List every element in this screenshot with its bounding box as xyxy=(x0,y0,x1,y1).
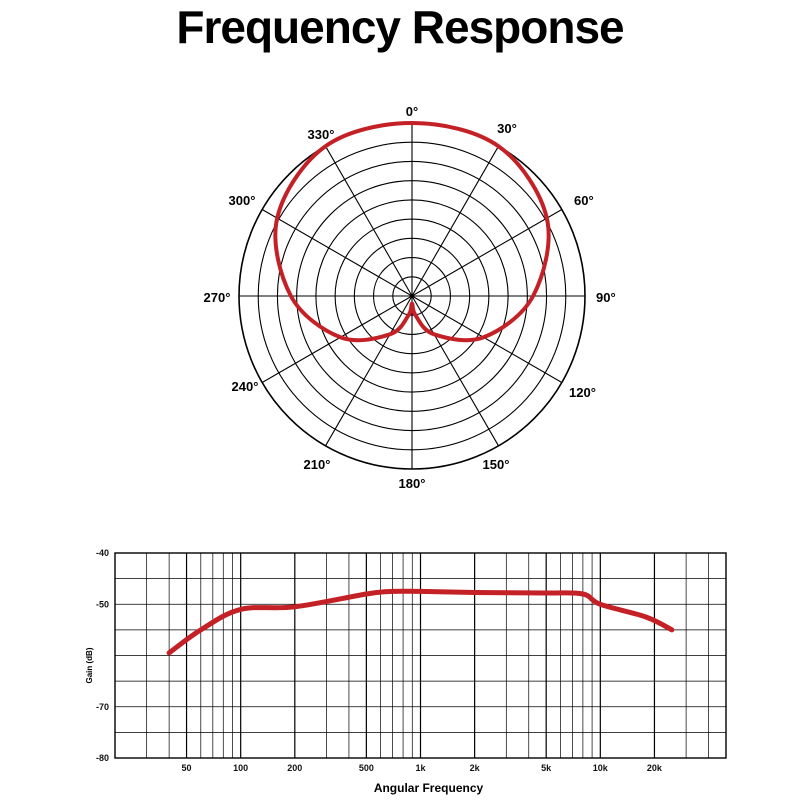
freq-x-axis-label: Angular Frequency xyxy=(374,781,484,795)
frequency-response-point xyxy=(294,606,296,608)
polar-angle-label: 330° xyxy=(308,127,335,142)
freq-x-tick-label: 5k xyxy=(541,763,552,773)
frequency-response-point xyxy=(168,652,170,654)
frequency-response-point xyxy=(365,593,367,595)
frequency-response-point xyxy=(392,590,394,592)
polar-angle-label: 90° xyxy=(596,290,616,305)
frequency-chart: 50 100 200 500 1k 2k 5k 10k 20k -40 -50 -70 -80 Angul… xyxy=(85,548,727,795)
polar-angle-label: 30° xyxy=(497,121,517,136)
freq-y-tick-label: -80 xyxy=(96,753,109,763)
frequency-response-point xyxy=(240,608,242,610)
polar-spoke-210 xyxy=(325,295,413,447)
polar-spoke-150 xyxy=(411,295,499,447)
polar-spoke-60 xyxy=(411,209,563,297)
frequency-response-point xyxy=(582,593,584,595)
frequency-response-point xyxy=(671,629,673,631)
page-title: Frequency Response xyxy=(176,1,624,53)
frequency-response-point xyxy=(420,590,421,592)
freq-x-tick-label: 10k xyxy=(593,763,609,773)
frequency-response-point xyxy=(474,591,476,593)
polar-spoke-300 xyxy=(261,209,413,297)
freq-y-axis-label: Gain (dB) xyxy=(85,647,94,683)
polar-spoke-30 xyxy=(411,145,499,297)
polar-angle-label: 120° xyxy=(569,385,596,400)
frequency-response-point xyxy=(545,592,547,594)
freq-y-tick-label: -70 xyxy=(96,702,109,712)
freq-x-tick-label: 500 xyxy=(359,763,374,773)
polar-angle-label: 180° xyxy=(399,476,426,491)
polar-angle-label: 210° xyxy=(304,457,331,472)
freq-x-tick-label: 1k xyxy=(415,763,426,773)
polar-angle-label: 150° xyxy=(483,457,510,472)
polar-pattern-curve xyxy=(273,121,551,343)
frequency-response-point xyxy=(599,603,601,605)
freq-x-tick-label: 20k xyxy=(647,763,663,773)
frequency-response-point xyxy=(645,616,647,618)
freq-x-tick-label: 2k xyxy=(470,763,481,773)
freq-x-tick-label: 100 xyxy=(233,763,248,773)
freq-y-tick-label: -50 xyxy=(96,599,109,609)
polar-angle-label: 60° xyxy=(574,193,594,208)
polar-spoke-120 xyxy=(411,295,563,383)
polar-spoke-330 xyxy=(325,145,413,297)
frequency-response-point xyxy=(200,629,202,631)
polar-chart: 0° 30° 60° 90° 120° 150° 180° 210° 240° 270° 300° 3… xyxy=(204,104,616,491)
polar-spoke-240 xyxy=(261,295,413,383)
polar-angle-label: 300° xyxy=(229,193,256,208)
polar-angle-label: 0° xyxy=(406,104,418,119)
freq-x-tick-label: 200 xyxy=(287,763,302,773)
freq-x-tick-label: 50 xyxy=(182,763,192,773)
polar-angle-label: 240° xyxy=(232,379,259,394)
freq-y-tick-label: -40 xyxy=(96,548,109,558)
polar-angle-label: 270° xyxy=(204,290,231,305)
